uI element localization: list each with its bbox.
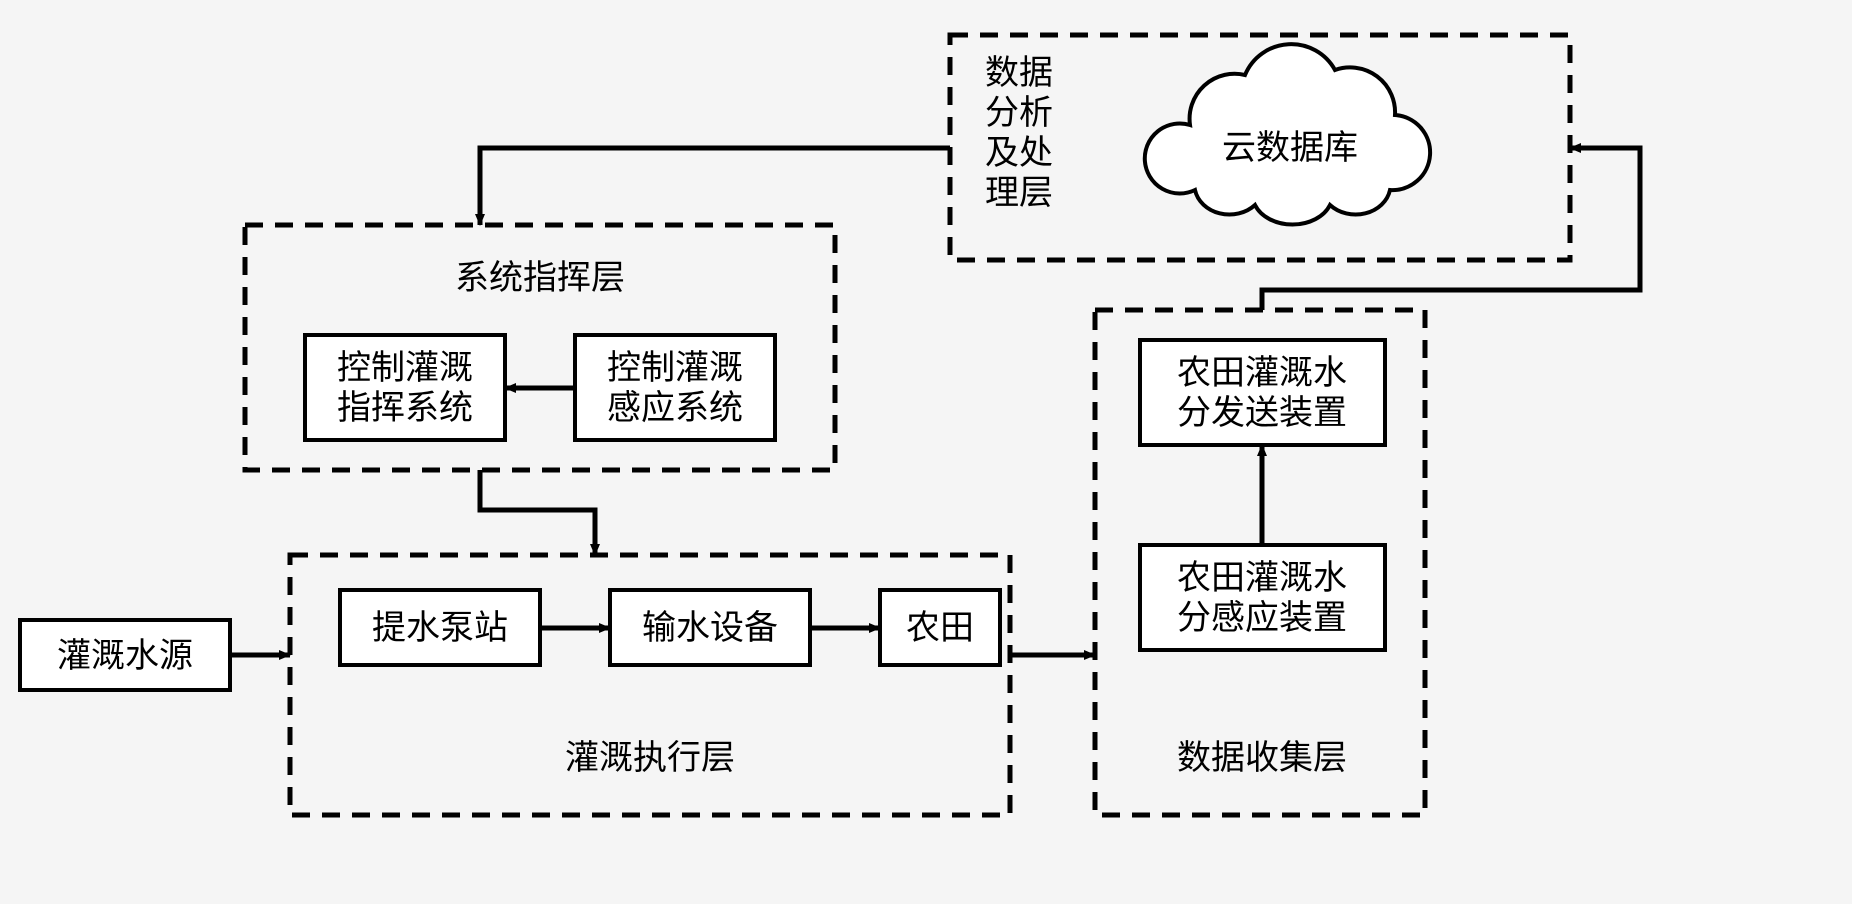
edge-data-to-command — [480, 148, 950, 225]
node-ctrl-sensor-sys-l1: 控制灌溉 — [607, 349, 743, 387]
node-ctrl-command-sys-l1: 控制灌溉 — [337, 349, 473, 387]
data-layer-label-l1: 数据 — [985, 54, 1053, 92]
node-ctrl-command-sys-l2: 指挥系统 — [337, 389, 473, 427]
node-pump-station-label: 提水泵站 — [372, 609, 508, 647]
node-farmland-label: 农田 — [906, 609, 974, 647]
node-irrigation-source-label: 灌溉水源 — [57, 637, 193, 675]
node-water-sensor-device-l1: 农田灌溉水 — [1177, 559, 1347, 597]
collect-layer-label: 数据收集层 — [1177, 739, 1347, 777]
irrigation-system-flowchart: 数据 分析 及处 理层 系统指挥层 灌溉执行层 数据收集层 灌溉水源 提水泵站 … — [0, 0, 1852, 904]
data-layer-label-l3: 及处 — [985, 134, 1053, 172]
command-layer-label: 系统指挥层 — [455, 259, 625, 297]
node-water-dispatch-device-l2: 分发送装置 — [1177, 394, 1347, 432]
node-cloud-db: 云数据库 — [1145, 44, 1430, 224]
node-water-dispatch-device-l1: 农田灌溉水 — [1177, 354, 1347, 392]
exec-layer-label: 灌溉执行层 — [565, 739, 735, 777]
node-ctrl-sensor-sys-l2: 感应系统 — [607, 389, 743, 427]
node-transport-equip-label: 输水设备 — [642, 609, 778, 647]
data-layer-label-l2: 分析 — [985, 94, 1053, 132]
edge-command-to-exec — [480, 470, 595, 555]
data-layer-label-l4: 理层 — [985, 174, 1053, 212]
node-cloud-db-label: 云数据库 — [1222, 129, 1358, 167]
node-water-sensor-device-l2: 分感应装置 — [1177, 599, 1347, 637]
